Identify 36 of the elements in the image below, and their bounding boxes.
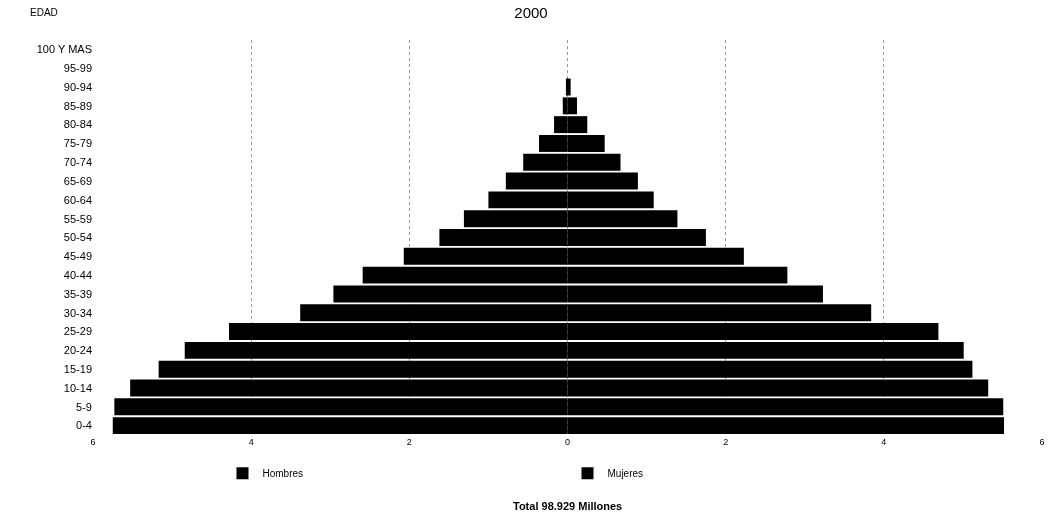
legend-label: Hombres [262, 468, 304, 480]
y-tick-label: 5-9 [76, 400, 92, 413]
y-tick-label: 10-14 [63, 381, 92, 394]
y-tick-label: 55-59 [63, 212, 92, 225]
chart-title: 2000 [514, 4, 548, 22]
bar [567, 78, 571, 96]
y-tick-label: 40-44 [63, 268, 92, 281]
y-tick-label: 35-39 [63, 287, 92, 300]
y-tick-label: 80-84 [63, 118, 92, 131]
y-tick-label: 85-89 [63, 99, 92, 112]
y-tick-label: 20-24 [63, 344, 92, 357]
y-tick-label: 75-79 [63, 137, 92, 150]
legend-label: Mujeres [607, 468, 644, 480]
x-tick-label: 6 [90, 437, 96, 447]
bar [565, 78, 568, 96]
bar [567, 97, 577, 115]
y-tick-label: 30-34 [63, 306, 92, 319]
x-tick-label: 2 [723, 437, 729, 447]
y-tick-label: 15-19 [63, 363, 92, 376]
y-tick-label: 60-64 [63, 193, 92, 206]
x-tick-label: 2 [406, 437, 412, 447]
x-tick-label: 4 [248, 437, 254, 447]
y-tick-label: 50-54 [63, 231, 92, 244]
y-tick-label: 25-29 [63, 325, 92, 338]
x-tick-label: 6 [1039, 437, 1045, 447]
text: Total 98.929 Millones [513, 500, 623, 512]
y-tick-label: 95-99 [63, 62, 92, 75]
x-tick-label: 0 [564, 437, 571, 447]
y-tick-label: 90-94 [63, 80, 92, 93]
y-axis-title: EDAD [30, 7, 58, 18]
y-tick-label: 45-49 [63, 250, 92, 263]
x-tick-label: 4 [881, 437, 887, 447]
y-tick-label: 100 Y MAS [36, 43, 92, 56]
y-tick-label: 65-69 [63, 174, 92, 187]
y-tick-label: 70-74 [63, 156, 92, 169]
y-tick-label: 0-4 [76, 419, 92, 432]
